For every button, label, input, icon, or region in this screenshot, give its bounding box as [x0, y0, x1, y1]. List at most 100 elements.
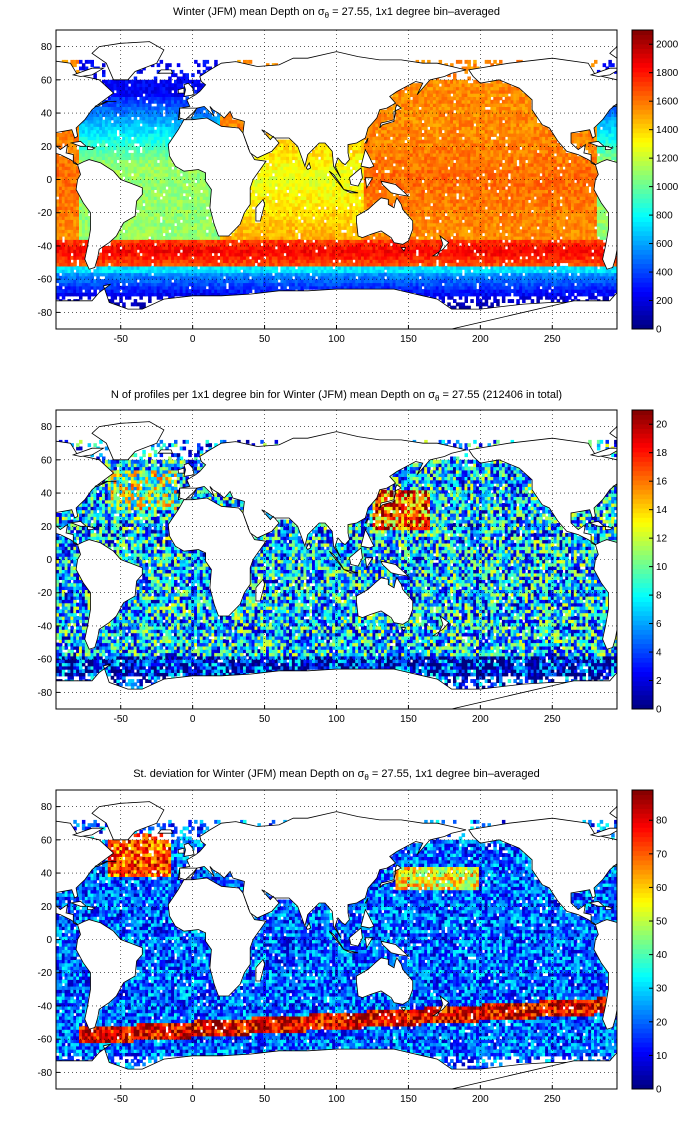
heatmap-cell [220, 236, 224, 240]
heatmap-cell [280, 232, 284, 237]
heatmap-cell [93, 139, 97, 144]
heatmap-cell [346, 272, 351, 277]
heatmap-cell [332, 169, 336, 174]
heatmap-cell [386, 275, 391, 280]
heatmap-cell [384, 166, 388, 171]
heatmap-cell [358, 209, 362, 214]
heatmap-cell [395, 172, 399, 177]
heatmap-cell [234, 252, 238, 257]
heatmap-cell [274, 285, 279, 290]
heatmap-cell [231, 262, 235, 267]
heatmap-cell [110, 279, 115, 284]
heatmap-cell [254, 252, 258, 257]
heatmap-cell [153, 93, 158, 97]
heatmap-cell [110, 295, 115, 300]
heatmap-cell [240, 119, 244, 124]
heatmap-cell [222, 262, 227, 267]
heatmap-cell [110, 269, 115, 274]
heatmap-cell [56, 186, 60, 190]
heatmap-cell [194, 219, 198, 224]
heatmap-cell [176, 182, 181, 187]
heatmap-cell [104, 162, 109, 167]
heatmap-cell [153, 139, 158, 144]
heatmap-cell [401, 252, 405, 257]
heatmap-cell [300, 172, 304, 177]
heatmap-cell [381, 126, 385, 131]
heatmap-cell [297, 265, 302, 270]
heatmap-cell [145, 149, 149, 154]
heatmap-cell [61, 199, 66, 204]
heatmap-cell [395, 192, 399, 197]
heatmap-cell [174, 73, 178, 78]
heatmap-cell [107, 289, 112, 293]
heatmap-cell [277, 159, 281, 164]
heatmap-cell [153, 136, 158, 141]
heatmap-cell [113, 156, 117, 161]
heatmap-cell [148, 103, 152, 107]
heatmap-cell [171, 99, 175, 104]
heatmap-cell [99, 255, 103, 260]
heatmap-cell [87, 216, 92, 220]
heatmap-cell [320, 146, 325, 151]
heatmap-cell [168, 255, 172, 260]
heatmap-cell [283, 152, 287, 157]
heatmap-cell [372, 252, 376, 257]
heatmap-cell [179, 242, 184, 247]
heatmap-cell [263, 216, 267, 220]
heatmap-cell [363, 172, 368, 177]
heatmap-cell [87, 136, 92, 141]
heatmap-cell [294, 269, 299, 274]
heatmap-cell [401, 156, 405, 161]
heatmap-cell [237, 242, 241, 247]
heatmap-cell [340, 206, 345, 210]
heatmap-cell [148, 156, 152, 161]
heatmap-cell [378, 285, 382, 290]
heatmap-cell [398, 285, 402, 290]
heatmap-cell [174, 189, 178, 194]
heatmap-cell [283, 162, 287, 167]
heatmap-cell [79, 206, 83, 210]
heatmap-cell [159, 86, 164, 91]
heatmap-cell [332, 206, 336, 210]
heatmap-cell [363, 285, 368, 290]
heatmap-cell [165, 192, 169, 197]
heatmap-cell [116, 126, 120, 131]
heatmap-cell [136, 83, 141, 88]
heatmap-cell [389, 162, 394, 167]
heatmap-cell [64, 129, 69, 134]
heatmap-cell [366, 279, 371, 284]
heatmap-cell [127, 262, 132, 267]
heatmap-cell [171, 245, 175, 250]
heatmap-cell [384, 113, 388, 117]
heatmap-cell [125, 289, 129, 293]
heatmap-cell [329, 285, 333, 290]
heatmap-cell [188, 272, 192, 277]
heatmap-cell [179, 265, 184, 270]
heatmap-cell [266, 289, 270, 293]
heatmap-cell [67, 192, 71, 197]
heatmap-cell [240, 242, 244, 247]
heatmap-cell [257, 249, 261, 254]
heatmap-cell [84, 209, 89, 214]
heatmap-cell [240, 265, 244, 270]
heatmap-cell [182, 239, 187, 244]
heatmap-cell [358, 152, 362, 157]
heatmap-cell [378, 186, 382, 190]
heatmap-cell [194, 255, 198, 260]
heatmap-cell [162, 226, 166, 230]
heatmap-cell [300, 182, 304, 187]
heatmap-cell [197, 272, 201, 277]
heatmap-cell [208, 226, 212, 230]
heatmap-cell [142, 252, 146, 257]
heatmap-cell [185, 73, 189, 78]
heatmap-cell [202, 289, 207, 293]
heatmap-cell [113, 259, 117, 264]
heatmap-cell [148, 119, 152, 124]
heatmap-cell [268, 192, 273, 197]
heatmap-cell [208, 236, 212, 240]
heatmap-cell [314, 206, 319, 210]
heatmap-cell [171, 206, 175, 210]
heatmap-cell [268, 166, 273, 171]
heatmap-cell [312, 229, 316, 234]
heatmap-cell [113, 282, 117, 287]
